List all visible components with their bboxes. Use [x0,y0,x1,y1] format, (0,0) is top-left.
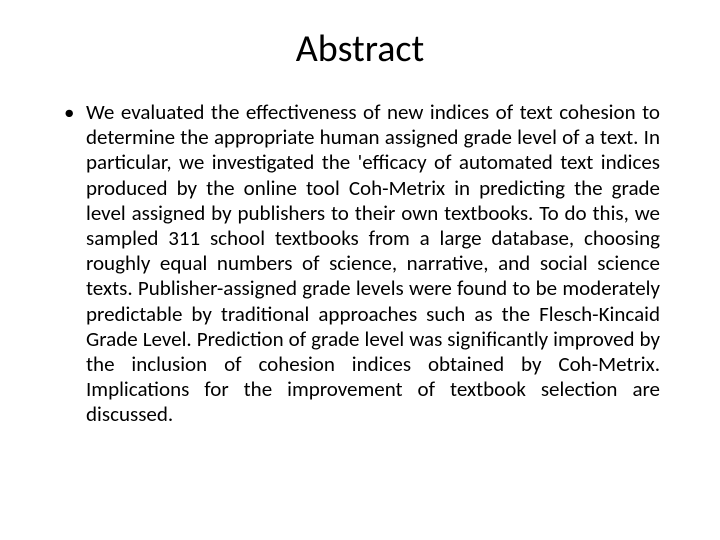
slide-title: Abstract [60,26,660,72]
bullet-list: We evaluated the effectiveness of new in… [60,100,660,427]
bullet-item: We evaluated the effectiveness of new in… [60,100,660,427]
slide-container: Abstract We evaluated the effectiveness … [0,0,720,540]
